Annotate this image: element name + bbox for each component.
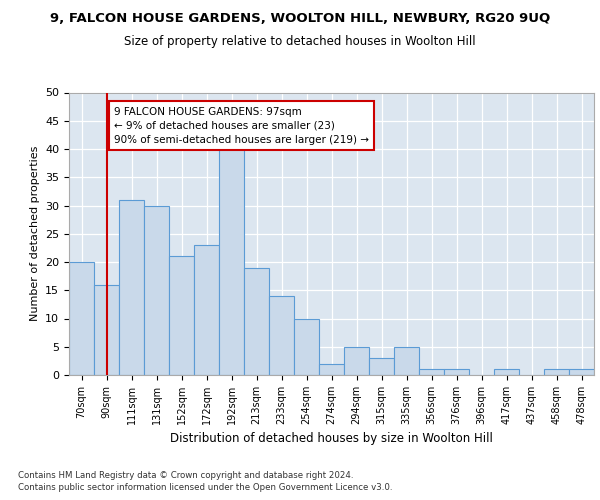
Bar [69,262,94,375]
Bar [244,268,269,375]
Bar [569,370,594,375]
Bar [494,370,519,375]
Bar [194,245,219,375]
Bar [144,206,169,375]
Bar [319,364,344,375]
Y-axis label: Number of detached properties: Number of detached properties [29,146,40,322]
Bar [394,347,419,375]
Bar [544,370,569,375]
Bar [119,200,144,375]
Bar [419,370,444,375]
Bar [169,256,194,375]
Bar [219,149,244,375]
Text: Contains HM Land Registry data © Crown copyright and database right 2024.: Contains HM Land Registry data © Crown c… [18,471,353,480]
Bar [344,347,369,375]
Text: Contains public sector information licensed under the Open Government Licence v3: Contains public sector information licen… [18,484,392,492]
Text: 9, FALCON HOUSE GARDENS, WOOLTON HILL, NEWBURY, RG20 9UQ: 9, FALCON HOUSE GARDENS, WOOLTON HILL, N… [50,12,550,26]
X-axis label: Distribution of detached houses by size in Woolton Hill: Distribution of detached houses by size … [170,432,493,446]
Text: Size of property relative to detached houses in Woolton Hill: Size of property relative to detached ho… [124,35,476,48]
Bar [94,284,119,375]
Bar [269,296,294,375]
Bar [294,318,319,375]
Bar [444,370,469,375]
Text: 9 FALCON HOUSE GARDENS: 97sqm
← 9% of detached houses are smaller (23)
90% of se: 9 FALCON HOUSE GARDENS: 97sqm ← 9% of de… [114,106,369,144]
Bar [369,358,394,375]
